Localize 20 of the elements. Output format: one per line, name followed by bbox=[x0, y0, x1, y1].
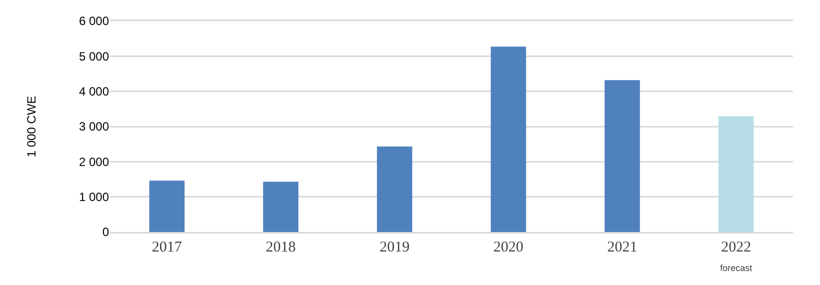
x-tick-label: 2020 bbox=[493, 240, 524, 256]
x-tick-label: 2022 forecast bbox=[720, 240, 753, 273]
x-tick-label: 2019 bbox=[380, 240, 410, 256]
bar bbox=[149, 180, 185, 232]
bar bbox=[490, 46, 526, 232]
y-axis-title: 1 000 CWE bbox=[24, 96, 38, 158]
y-tick-label: 2 000 bbox=[78, 154, 110, 169]
y-tick-label: 1 000 bbox=[78, 190, 110, 204]
bar bbox=[376, 146, 412, 232]
bar bbox=[718, 116, 754, 232]
x-tick-label: 2018 bbox=[266, 240, 296, 256]
y-tick-label: 5 000 bbox=[78, 49, 110, 64]
bar bbox=[263, 182, 298, 232]
x-tick-label: 2021 bbox=[607, 240, 638, 256]
y-tick-label: 6 000 bbox=[78, 14, 110, 28]
y-tick-label: 3 000 bbox=[78, 120, 110, 134]
y-tick-label: 4 000 bbox=[78, 84, 110, 99]
bar bbox=[604, 80, 640, 232]
x-tick-label: 2017 bbox=[152, 240, 182, 256]
y-tick-label: 0 bbox=[102, 225, 110, 240]
